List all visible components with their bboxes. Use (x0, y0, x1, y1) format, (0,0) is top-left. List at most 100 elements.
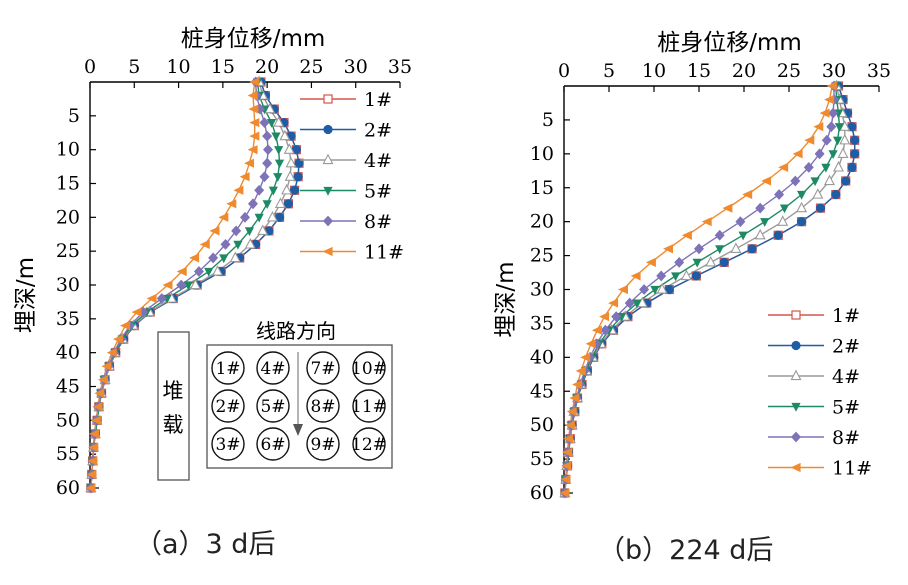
charta-y-tick-label: 30 (56, 274, 80, 296)
chartb-y-tick-label: 60 (530, 482, 554, 504)
chartb-x-axis-label: 桩身位移/mm (657, 30, 802, 56)
charta-pile-10-circle (352, 351, 386, 385)
chartb-series-4-point (730, 242, 742, 253)
chartb-series-11-point (591, 325, 602, 335)
charta-series-11-point (248, 104, 259, 114)
charta-series-5-point (268, 186, 278, 196)
chartb-x-tick-label: 30 (822, 60, 846, 82)
chartb-series-11-line (564, 85, 833, 494)
charta-series-5-point (254, 213, 264, 223)
charta-series-11-point (176, 266, 187, 277)
charta-series-11-point (233, 185, 244, 195)
chartb-series-2-point (719, 257, 729, 267)
chartb-legend-marker-1 (791, 310, 801, 320)
chartb-series-11-point (778, 162, 789, 172)
charta-pile-1-circle (211, 351, 245, 385)
chartb-series-5-point (797, 190, 807, 200)
chartb-series-8-point (803, 162, 814, 173)
chartb-y-tick-label: 45 (530, 380, 554, 402)
chartb-series-2-point (691, 271, 701, 281)
charta-series-8-point (259, 117, 270, 128)
chartb-legend-label-11: 11# (832, 458, 872, 480)
chartb-series-4-point (754, 228, 766, 240)
charta-pile-8-circle (306, 389, 340, 423)
chartb-y-tick-label: 10 (530, 143, 554, 165)
chartb-y-tick-label: 50 (530, 414, 554, 436)
chartb-series-4-point (832, 161, 845, 172)
chartb-series-2-point (850, 135, 860, 145)
chartb-series-11-point (569, 393, 580, 403)
chartb-series-8-point (694, 243, 704, 255)
chartb-series-5-line (564, 85, 841, 494)
charta-series-2-point (290, 185, 300, 195)
charta-direction-arrow-head (293, 424, 303, 436)
charta-pile-12-circle (352, 427, 386, 461)
chartb-series-5-point (833, 136, 843, 146)
charta-series-11-point (146, 293, 157, 304)
charta-series-11-point (86, 469, 97, 480)
chartb-series-2-point (847, 122, 857, 132)
chartb-legend-marker-5 (791, 402, 801, 412)
chartb-legend-label-2: 2# (832, 336, 860, 358)
chartb-series-11-point (645, 257, 656, 267)
chartb-series-2-line (564, 85, 856, 494)
charta-legend-label-1: 1# (364, 89, 392, 111)
charta-series-11-point (90, 415, 101, 425)
charta-series-4-point (281, 183, 293, 195)
charta-series-4-point (229, 251, 241, 263)
charta-series-11-point (249, 131, 260, 141)
charta-pile-4-label: 4# (260, 359, 285, 379)
charta-pile-6-label: 6# (260, 435, 285, 455)
chartb-y-tick-label: 5 (542, 109, 554, 131)
chartb-y-tick-label: 40 (530, 346, 554, 368)
chartb-y-tick-label: 55 (530, 448, 554, 470)
charta-series-4-point (274, 197, 286, 208)
charta-series-5-point (274, 159, 285, 169)
chartb-y-tick-label: 25 (530, 245, 554, 267)
charta-series-11-point (189, 253, 200, 263)
chartb-legend-marker-2 (791, 340, 801, 351)
chartb-series-8-point (639, 284, 650, 295)
charta-series-8-point (247, 198, 258, 210)
charta-series-8-point (156, 293, 167, 304)
charta-x-tick-label: 20 (255, 56, 279, 78)
charta-pile-3-label: 3# (215, 435, 240, 455)
charta-series-11-point (218, 212, 229, 222)
chartb-series-8-point (611, 311, 622, 323)
chartb-series-8-point (735, 216, 746, 228)
chartb-series-8-point (591, 338, 602, 350)
charta-series-8-point (193, 266, 204, 277)
charta-series-4-point (283, 143, 295, 154)
charta-series-11-point (209, 226, 220, 236)
chartb-series-4-point (777, 215, 789, 226)
charta-series-2-point (293, 172, 303, 182)
charta-series-4-point (189, 278, 201, 290)
chartb-series-11-point (572, 379, 583, 390)
chartb-series-11-point (560, 474, 571, 485)
charta-y-tick-label: 50 (56, 409, 80, 431)
charta-series-5-point (233, 240, 243, 250)
charta-y-tick-label: 10 (56, 139, 80, 161)
chartb-series-11-point (575, 366, 586, 376)
chartb-series-11-point (761, 176, 772, 186)
charta-series-11-point (249, 118, 260, 128)
chartb-series-5-point (779, 204, 790, 214)
chartb-series-5-point (760, 218, 770, 227)
charta-pile-2-circle (211, 389, 245, 423)
charta-pile-6-circle (256, 427, 290, 461)
charta-pile-10-label: 10# (351, 359, 387, 379)
charta-y-tick-label: 40 (56, 342, 80, 364)
chartb-series-8-point (790, 175, 801, 187)
charta-y-tick-label: 35 (56, 308, 80, 330)
charta-legend-label-11: 11# (364, 242, 404, 264)
chartb-legend-marker-11 (790, 462, 801, 473)
charta-pile-5-circle (256, 389, 290, 423)
chartb-series-5-point (632, 299, 642, 309)
chartb-series-2-point (797, 217, 807, 227)
chartb-x-tick-label: 0 (558, 60, 570, 82)
charta-series-5-point (271, 132, 281, 142)
charta-series-5-point (244, 227, 255, 237)
chartb-series-11-point (561, 461, 572, 471)
charta-legend-label-2: 2# (364, 120, 392, 142)
charta-legend-marker-4 (322, 153, 334, 165)
